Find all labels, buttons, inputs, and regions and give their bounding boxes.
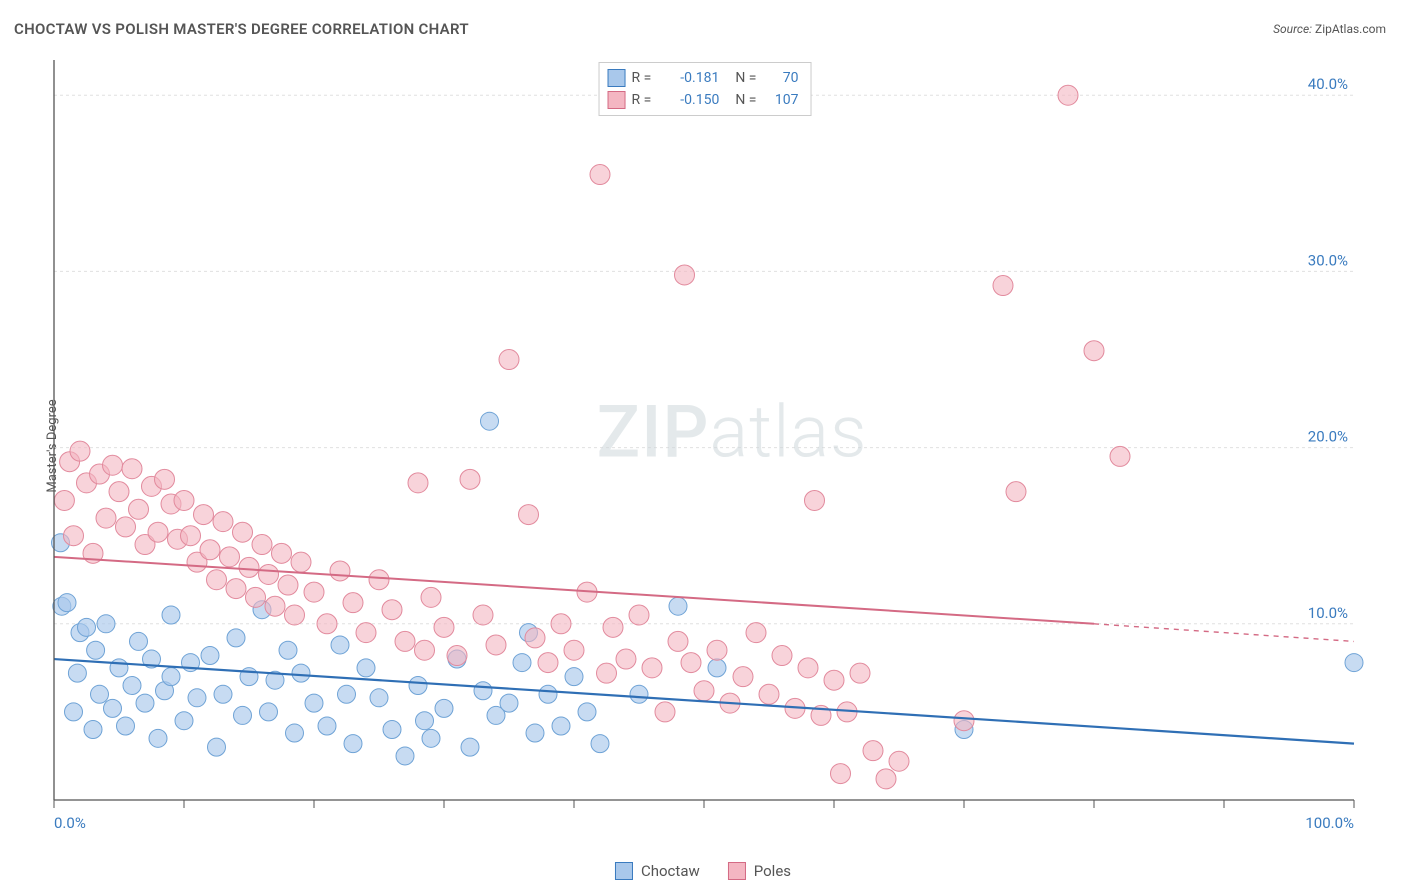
scatter-chart: 10.0%20.0%30.0%40.0%0.0%100.0% ZIPatlas … [40,60,1370,835]
svg-text:100.0%: 100.0% [1305,814,1354,832]
legend-row: R =-0.150 N = 107 [608,89,799,111]
r-value: -0.181 [657,67,719,89]
legend-swatch [615,862,633,880]
legend-item: Choctaw [615,862,700,880]
legend-swatch [728,862,746,880]
chart-svg: 10.0% 20.0% 30.0% 40.0% 0.0% 100.0% [40,60,1370,835]
legend-label: Choctaw [641,862,700,880]
legend-item: Poles [728,862,791,880]
svg-text:10.0%: 10.0% [1308,604,1348,622]
legend-label: Poles [754,862,791,880]
svg-text:0.0%: 0.0% [54,814,86,832]
series-legend: Choctaw Poles [615,862,791,880]
r-label: R = [632,67,652,89]
n-value: 107 [762,89,798,111]
svg-text:40.0%: 40.0% [1308,75,1348,93]
n-value: 70 [762,67,798,89]
source-label: Source: [1273,22,1312,36]
source-attribution: Source: ZipAtlas.com [1273,22,1386,36]
svg-text:20.0%: 20.0% [1308,428,1348,446]
chart-title: CHOCTAW VS POLISH MASTER'S DEGREE CORREL… [14,20,469,38]
n-label: N = [735,67,756,89]
svg-text:30.0%: 30.0% [1308,251,1348,269]
source-value: ZipAtlas.com [1315,22,1386,36]
legend-swatch [608,91,626,109]
r-value: -0.150 [657,89,719,111]
legend-swatch [608,69,626,87]
correlation-legend: R =-0.181 N = 70 R =-0.150 N = 107 [599,62,812,116]
legend-row: R =-0.181 N = 70 [608,67,799,89]
r-label: R = [632,89,652,111]
n-label: N = [735,89,756,111]
